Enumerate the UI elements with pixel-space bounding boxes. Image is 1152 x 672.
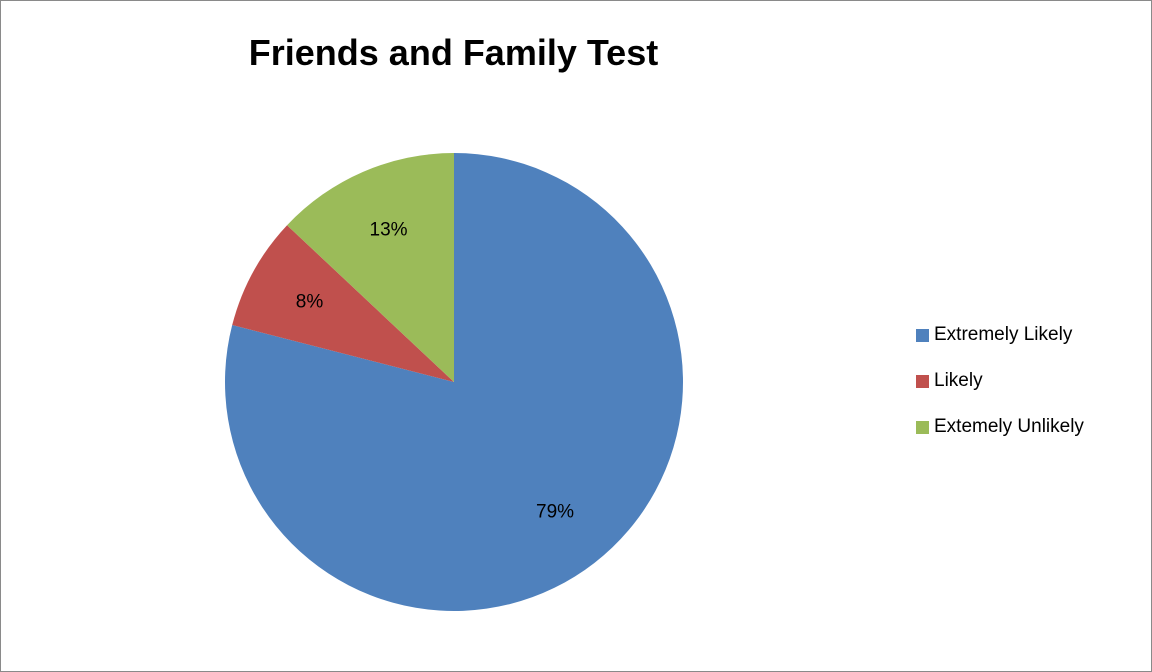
legend-label-extemely-unlikely: Extemely Unlikely bbox=[934, 416, 1084, 437]
chart-title: Friends and Family Test bbox=[248, 32, 659, 73]
legend-swatch-likely bbox=[916, 374, 929, 388]
legend: Extremely Likely Likely Extemely Unlikel… bbox=[916, 322, 1146, 460]
pie-slices bbox=[225, 153, 683, 611]
legend-swatch-extremely-likely bbox=[916, 328, 929, 342]
data-label-extremely-likely: 79% bbox=[536, 501, 574, 522]
legend-label-extremely-likely: Extremely Likely bbox=[934, 324, 1073, 345]
legend-label-likely: Likely bbox=[934, 370, 983, 391]
data-label-likely: 8% bbox=[296, 292, 324, 313]
legend-item-extremely-likely: Extremely Likely bbox=[916, 322, 1146, 348]
legend-item-likely: Likely bbox=[916, 368, 1146, 394]
legend-item-extemely-unlikely: Extemely Unlikely bbox=[916, 414, 1146, 440]
pie-slice-extemely-unlikely bbox=[287, 153, 454, 382]
data-label-extemely-unlikely: 13% bbox=[370, 220, 408, 241]
pie-slice-likely bbox=[232, 225, 454, 382]
legend-swatch-extemely-unlikely bbox=[916, 420, 929, 434]
pie-data-labels: 79% 8% 13% bbox=[296, 220, 574, 523]
